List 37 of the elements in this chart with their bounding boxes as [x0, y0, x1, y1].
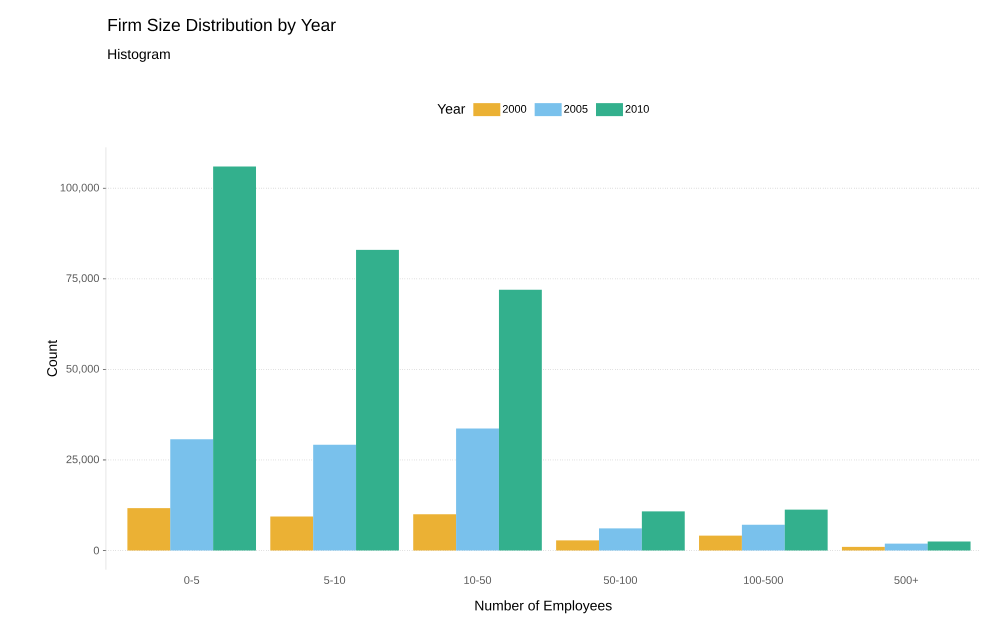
bar — [127, 508, 170, 551]
bar — [170, 439, 214, 551]
bar — [270, 516, 314, 551]
bar — [498, 290, 542, 551]
bar — [556, 540, 599, 551]
legend-label: 2005 — [564, 105, 588, 113]
legend-label: 2000 — [502, 105, 526, 113]
x-tick-label: 100-500 — [744, 576, 783, 584]
y-tick-label: 75,000 — [66, 274, 99, 284]
y-tick-label: 50,000 — [66, 365, 99, 374]
legend-label: 2010 — [626, 105, 649, 113]
y-tick-label: 25,000 — [66, 456, 99, 465]
bar — [742, 524, 785, 551]
legend-title: Year — [437, 104, 466, 114]
x-tick-label: 500+ — [894, 576, 918, 584]
bar — [313, 444, 356, 551]
bar — [413, 514, 456, 551]
bar — [213, 166, 256, 551]
bar — [842, 547, 885, 551]
bar — [699, 536, 742, 551]
bar — [784, 510, 828, 551]
chart-title: Firm Size Distribution by Year — [108, 18, 336, 35]
x-tick-label: 10-50 — [464, 576, 492, 584]
x-axis-title: Number of Employees — [475, 600, 612, 614]
bar — [928, 542, 971, 551]
bar — [884, 544, 928, 551]
x-tick-label: 50-100 — [604, 576, 638, 584]
y-axis-title: Count — [47, 340, 58, 377]
y-tick-label: 100,000 — [60, 184, 99, 193]
chart-subtitle: Histogram — [108, 49, 170, 62]
bar — [598, 528, 642, 551]
bar — [642, 512, 685, 551]
x-tick-label: 0-5 — [184, 576, 200, 584]
y-tick-label: 0 — [94, 546, 99, 555]
x-tick-label: 5-10 — [324, 576, 346, 584]
bar — [356, 250, 399, 551]
bar — [456, 428, 499, 551]
